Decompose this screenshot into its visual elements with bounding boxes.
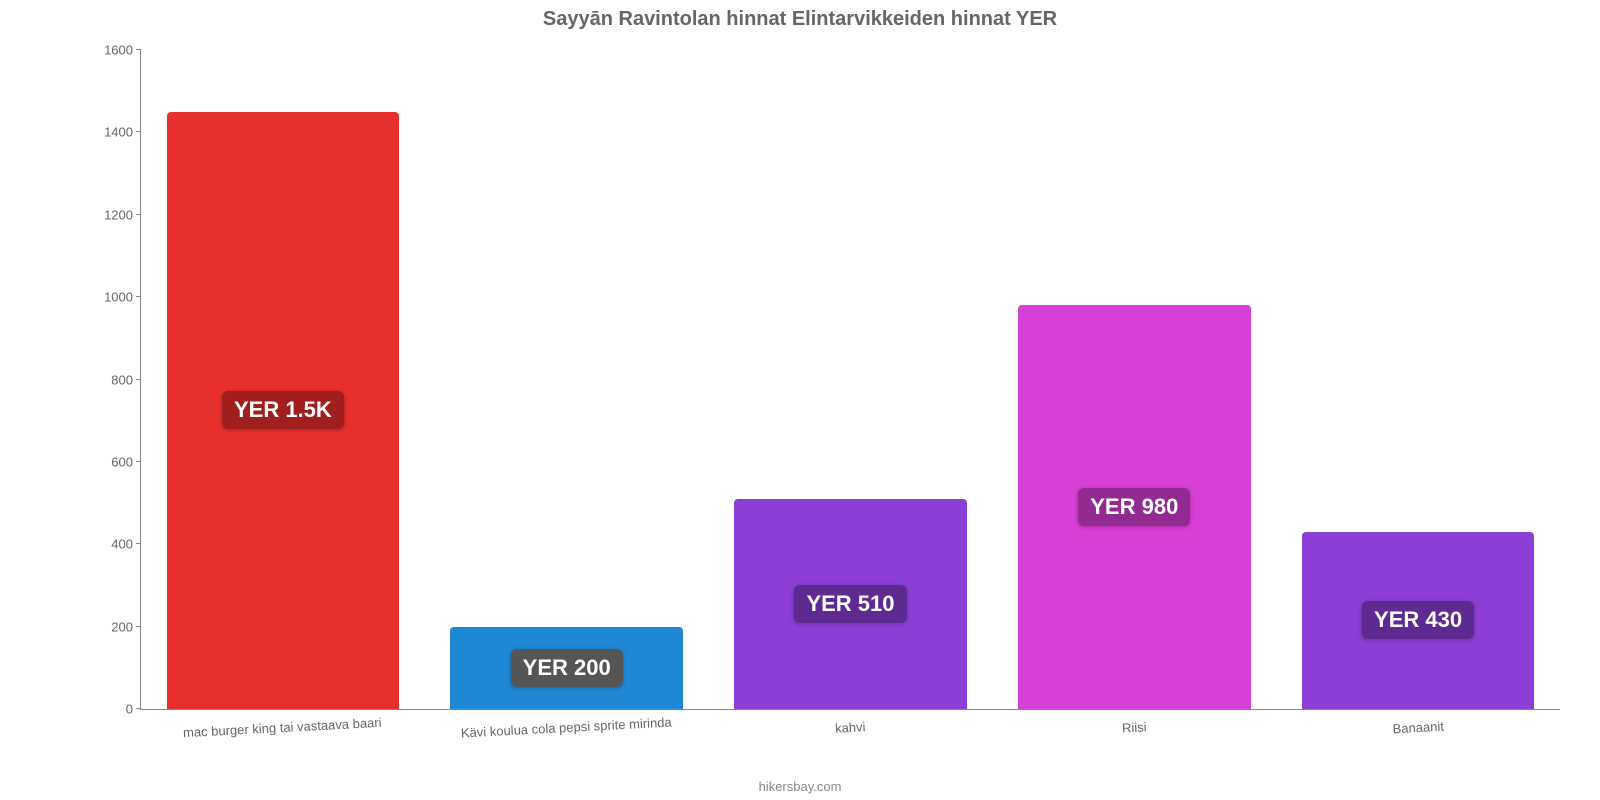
- bars-container: YER 1.5K YER 200 YER 510 YER 980 YER 430: [141, 50, 1560, 709]
- x-axis-labels: mac burger king tai vastaava baariKävi k…: [140, 710, 1560, 735]
- bar-value-label: YER 430: [1362, 601, 1474, 639]
- plot-area: 02004006008001000120014001600 YER 1.5KYE…: [140, 50, 1560, 710]
- bar: YER 980: [1018, 305, 1251, 709]
- bar-value-label: YER 980: [1078, 488, 1190, 526]
- bar-value-label: YER 200: [511, 649, 623, 687]
- bar-slot: YER 430: [1276, 50, 1560, 709]
- bar-value-label: YER 510: [794, 585, 906, 623]
- y-tick-label: 800: [111, 372, 141, 387]
- chart-title: Sayyān Ravintolan hinnat Elintarvikkeide…: [0, 0, 1600, 31]
- y-tick-label: 200: [111, 619, 141, 634]
- bar: YER 430: [1302, 532, 1535, 709]
- bar-slot: YER 510: [709, 50, 993, 709]
- y-tick-label: 1400: [104, 125, 141, 140]
- y-tick-label: 1200: [104, 207, 141, 222]
- y-tick-label: 0: [126, 702, 141, 717]
- bar-slot: YER 980: [992, 50, 1276, 709]
- attribution-text: hikersbay.com: [0, 779, 1600, 794]
- bar: YER 200: [450, 627, 683, 709]
- chart-area: 02004006008001000120014001600 YER 1.5KYE…: [140, 50, 1560, 710]
- y-tick-label: 600: [111, 454, 141, 469]
- bar-slot: YER 1.5K: [141, 50, 425, 709]
- y-tick-label: 400: [111, 537, 141, 552]
- bar: YER 510: [734, 499, 967, 709]
- y-tick-label: 1000: [104, 290, 141, 305]
- bar-slot: YER 200: [425, 50, 709, 709]
- bar: YER 1.5K: [167, 112, 400, 709]
- y-tick-label: 1600: [104, 43, 141, 58]
- bar-value-label: YER 1.5K: [222, 391, 344, 429]
